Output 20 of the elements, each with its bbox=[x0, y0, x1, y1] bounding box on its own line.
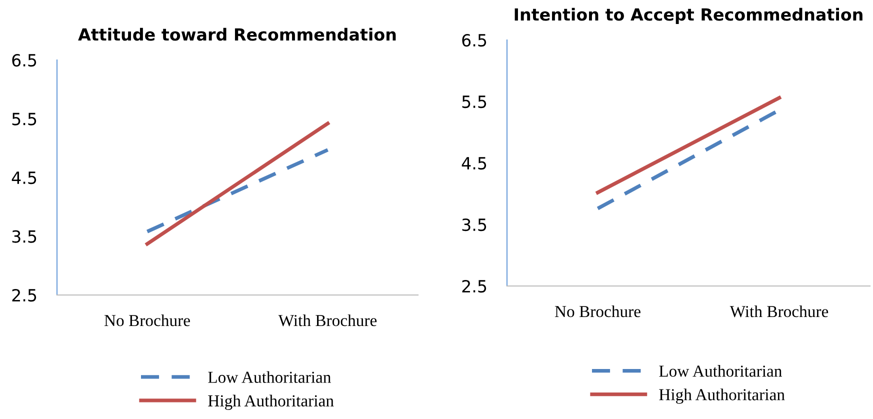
chart-title: Attitude toward Recommendation bbox=[78, 28, 396, 41]
y-tick-label: 2.5 bbox=[462, 280, 486, 293]
y-tick-label: 4.5 bbox=[462, 157, 486, 170]
x-tick-label: With Brochure bbox=[730, 305, 828, 318]
legend-label: High Authoritarian bbox=[659, 388, 785, 404]
chart-title: Intention to Accept Recommednation bbox=[514, 8, 862, 24]
y-tick-label: 3.5 bbox=[12, 230, 36, 243]
y-tick-label: 2.5 bbox=[12, 288, 36, 302]
x-tick-label: No Brochure bbox=[554, 305, 640, 318]
y-tick-label: 6.5 bbox=[12, 54, 36, 67]
y-tick-label: 3.5 bbox=[462, 218, 486, 232]
legend-label: Low Authoritarian bbox=[659, 365, 782, 377]
legend-label: High Authoritarian bbox=[208, 394, 334, 410]
y-tick-label: 5.5 bbox=[12, 112, 36, 126]
y-tick-label: 5.5 bbox=[462, 96, 486, 108]
y-tick-label: 6.5 bbox=[462, 34, 486, 47]
y-tick-label: 4.5 bbox=[12, 172, 36, 184]
x-tick-label: No Brochure bbox=[104, 314, 190, 326]
x-tick-label: With Brochure bbox=[278, 314, 377, 326]
legend-label: Low Authoritarian bbox=[208, 371, 331, 383]
